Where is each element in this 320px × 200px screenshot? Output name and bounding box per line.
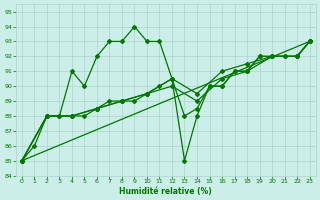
X-axis label: Humidité relative (%): Humidité relative (%) xyxy=(119,187,212,196)
